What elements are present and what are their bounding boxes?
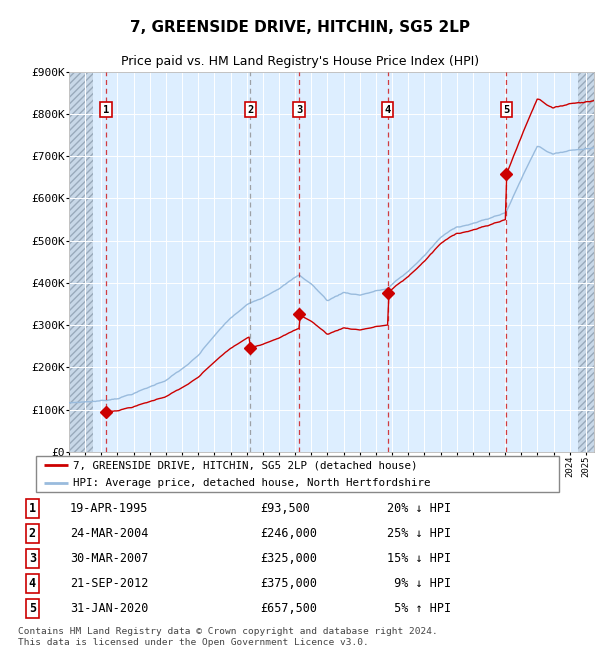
Text: 30-MAR-2007: 30-MAR-2007 [70,552,148,565]
Text: £375,000: £375,000 [260,577,317,590]
Text: £325,000: £325,000 [260,552,317,565]
Text: HPI: Average price, detached house, North Hertfordshire: HPI: Average price, detached house, Nort… [73,478,430,488]
Text: 3: 3 [296,105,302,114]
Text: Price paid vs. HM Land Registry's House Price Index (HPI): Price paid vs. HM Land Registry's House … [121,55,479,68]
Text: 5: 5 [503,105,509,114]
Text: 31-JAN-2020: 31-JAN-2020 [70,602,148,615]
Text: £93,500: £93,500 [260,502,310,515]
Text: £657,500: £657,500 [260,602,317,615]
Bar [69,72,93,452]
Text: 24-MAR-2004: 24-MAR-2004 [70,527,148,540]
Text: 4: 4 [385,105,391,114]
Text: 20% ↓ HPI: 20% ↓ HPI [386,502,451,515]
Text: 15% ↓ HPI: 15% ↓ HPI [386,552,451,565]
Text: Contains HM Land Registry data © Crown copyright and database right 2024.
This d: Contains HM Land Registry data © Crown c… [18,627,438,647]
Text: 9% ↓ HPI: 9% ↓ HPI [386,577,451,590]
Bar [578,72,594,452]
Text: 4: 4 [29,577,36,590]
Text: 7, GREENSIDE DRIVE, HITCHIN, SG5 2LP: 7, GREENSIDE DRIVE, HITCHIN, SG5 2LP [130,20,470,34]
Text: 5% ↑ HPI: 5% ↑ HPI [386,602,451,615]
Text: 1: 1 [103,105,109,114]
Text: 2: 2 [29,527,36,540]
Text: £246,000: £246,000 [260,527,317,540]
Text: 2: 2 [247,105,254,114]
Text: 5: 5 [29,602,36,615]
Text: 7, GREENSIDE DRIVE, HITCHIN, SG5 2LP (detached house): 7, GREENSIDE DRIVE, HITCHIN, SG5 2LP (de… [73,460,418,470]
Text: 19-APR-1995: 19-APR-1995 [70,502,148,515]
Text: 3: 3 [29,552,36,565]
Text: 21-SEP-2012: 21-SEP-2012 [70,577,148,590]
Text: 25% ↓ HPI: 25% ↓ HPI [386,527,451,540]
FancyBboxPatch shape [36,456,559,492]
Text: 1: 1 [29,502,36,515]
